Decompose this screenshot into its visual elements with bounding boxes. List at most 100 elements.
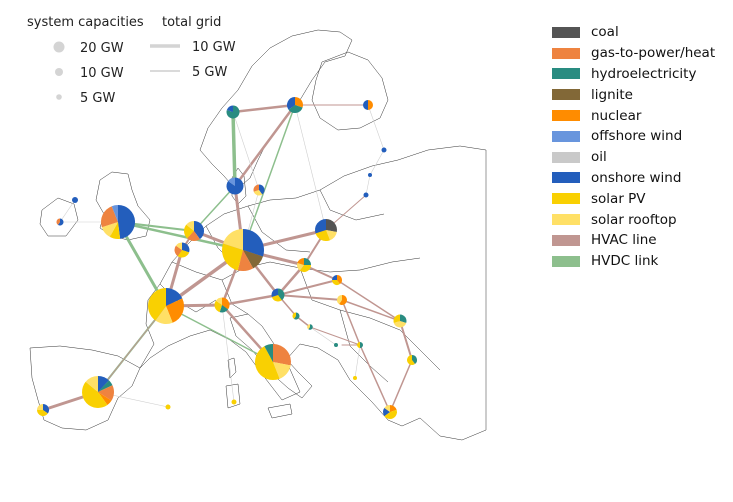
- pie-slice: [56, 218, 60, 225]
- pie-slice: [393, 314, 400, 324]
- hvac-line: [277, 279, 338, 296]
- pie-slice: [165, 404, 171, 410]
- pie-slice: [175, 242, 182, 250]
- technology-legend: coal gas-to-power/heat hydroelectricity lig…: [552, 22, 715, 272]
- pie-slice: [295, 97, 304, 108]
- legend-label: HVDC link: [591, 253, 659, 270]
- pie-slice: [332, 280, 340, 286]
- pie-slice: [101, 222, 118, 237]
- hvac-line: [341, 299, 401, 322]
- pie-slice: [111, 205, 118, 222]
- generation-pie: [271, 288, 285, 302]
- minor-lines: [59, 104, 385, 408]
- pie-slice: [85, 376, 98, 392]
- pie-slice: [174, 245, 182, 257]
- generation-pie: [226, 105, 240, 119]
- generation-pie: [315, 219, 338, 242]
- pie-slice: [237, 250, 254, 271]
- legend-entry: solar rooftop: [552, 209, 715, 230]
- legend-entry: coal: [552, 22, 715, 43]
- pie-slice: [390, 405, 397, 412]
- pie-slice: [368, 100, 373, 110]
- generation-pie: [100, 204, 136, 240]
- pie-slice: [254, 346, 280, 381]
- generation-pie: [72, 197, 78, 203]
- capacity-legend-title: system capacities: [27, 15, 144, 30]
- generation-pie: [363, 192, 369, 198]
- pie-slice: [339, 295, 347, 306]
- pie-slice: [37, 410, 48, 416]
- pie-slice: [182, 242, 190, 253]
- hvac-line: [399, 320, 413, 361]
- grid-label-5gw: 5 GW: [192, 65, 227, 80]
- pie-slice: [253, 184, 259, 192]
- generation-pie: [368, 173, 372, 177]
- pie-slice: [98, 376, 109, 392]
- legend-swatch: [552, 130, 580, 142]
- pie-slice: [43, 404, 49, 414]
- pie-slice: [297, 262, 304, 271]
- pie-slice: [57, 218, 64, 226]
- denmark-outline: [231, 167, 247, 205]
- sicily-outline: [267, 403, 293, 419]
- pie-slice: [72, 197, 78, 203]
- corsica-outline: [227, 357, 237, 379]
- generation-pie: [353, 376, 357, 380]
- generation-pie: [383, 405, 397, 419]
- pie-slice: [326, 230, 337, 241]
- generation-pie: [363, 100, 373, 110]
- legend-entry: solar PV: [552, 188, 715, 209]
- pie-slice: [166, 298, 185, 323]
- pie-slice: [307, 324, 310, 330]
- capacity-label-5gw: 5 GW: [80, 91, 115, 106]
- pie-slice: [187, 231, 200, 242]
- generation-pie: [393, 314, 407, 328]
- legend-entry: lignite: [552, 84, 715, 105]
- legend-swatch: [552, 234, 580, 246]
- pie-slice: [383, 407, 390, 417]
- hvdc-line: [116, 220, 245, 252]
- legend-entry: HVAC line: [552, 230, 715, 251]
- hvac-line: [277, 294, 343, 301]
- hvdc-line: [231, 110, 237, 188]
- generation-pie: [222, 229, 264, 271]
- hvac-line: [309, 326, 361, 346]
- pie-slice: [222, 297, 230, 310]
- pie-slice: [243, 229, 264, 257]
- pie-slice: [412, 355, 418, 365]
- legend-label: offshore wind: [591, 128, 683, 145]
- pie-slice: [332, 275, 337, 280]
- pie-slice: [304, 258, 311, 265]
- pie-slice: [226, 105, 240, 119]
- pie-slice: [278, 288, 285, 301]
- pie-slice: [326, 219, 338, 233]
- pie-slice: [292, 312, 296, 319]
- pie-slice: [288, 105, 303, 113]
- pie-slice: [297, 258, 304, 265]
- grid-legend-title: total grid: [162, 15, 221, 30]
- hvac-line: [336, 279, 401, 322]
- generation-pie: [307, 324, 313, 330]
- pie-slice: [222, 243, 243, 271]
- pie-slice: [363, 192, 369, 198]
- pie-slice: [271, 295, 282, 302]
- legend-swatch: [552, 26, 580, 38]
- generation-pie: [183, 221, 205, 242]
- pie-slice: [381, 147, 387, 153]
- pie-slice: [336, 295, 342, 305]
- hvac-line: [233, 103, 297, 188]
- pie-slice: [155, 306, 173, 325]
- legend-swatch: [552, 110, 580, 122]
- pie-slice: [177, 250, 190, 258]
- pie-slice: [273, 362, 291, 379]
- pie-slice: [166, 288, 183, 306]
- iberia-outline: [29, 345, 141, 431]
- generation-pie: [214, 297, 230, 313]
- capacity-marker-20gw: [53, 41, 65, 53]
- pie-slice: [98, 392, 112, 405]
- italy-outline: [229, 313, 313, 399]
- legend-label: hydroelectricity: [591, 65, 697, 82]
- generation-pie: [407, 355, 418, 365]
- pie-slice: [98, 380, 113, 392]
- pie-slice: [215, 297, 222, 305]
